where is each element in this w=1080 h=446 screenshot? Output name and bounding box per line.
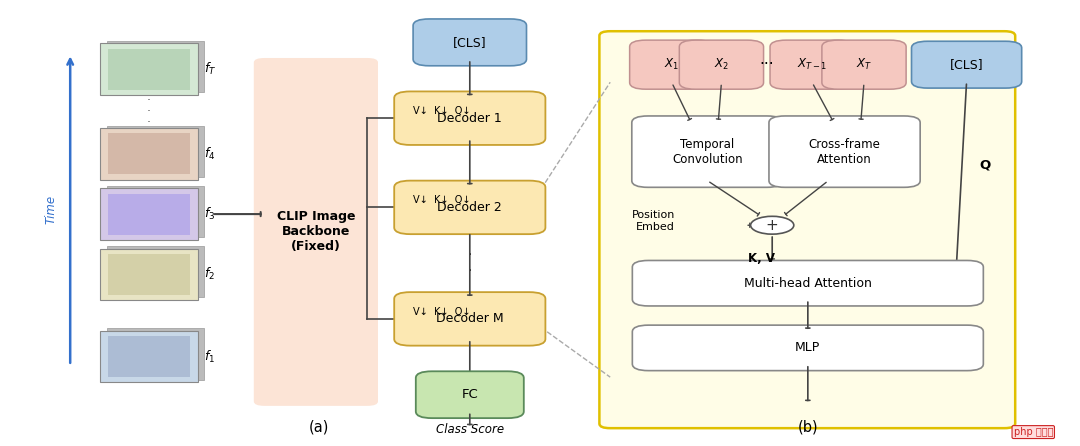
- FancyBboxPatch shape: [414, 19, 527, 66]
- FancyBboxPatch shape: [633, 325, 983, 371]
- Text: V↓  K↓  Q↓: V↓ K↓ Q↓: [413, 307, 470, 317]
- FancyBboxPatch shape: [100, 44, 198, 95]
- Text: $f_T$: $f_T$: [204, 61, 216, 77]
- Text: Multi-head Attention: Multi-head Attention: [744, 277, 872, 290]
- FancyBboxPatch shape: [107, 246, 204, 297]
- Text: $f_3$: $f_3$: [204, 206, 215, 222]
- FancyBboxPatch shape: [108, 254, 190, 295]
- Text: +: +: [766, 218, 779, 233]
- FancyBboxPatch shape: [633, 260, 983, 306]
- Circle shape: [751, 216, 794, 234]
- Text: [CLS]: [CLS]: [949, 58, 984, 71]
- Text: CLIP Image
Backbone
(Fixed): CLIP Image Backbone (Fixed): [276, 211, 355, 253]
- FancyBboxPatch shape: [108, 49, 190, 90]
- Text: $X_1$: $X_1$: [664, 57, 679, 72]
- Text: Class Score: Class Score: [435, 423, 504, 436]
- Text: $f_4$: $f_4$: [204, 146, 216, 162]
- FancyBboxPatch shape: [679, 40, 764, 89]
- Text: $X_T$: $X_T$: [856, 57, 872, 72]
- FancyBboxPatch shape: [108, 133, 190, 174]
- FancyBboxPatch shape: [107, 126, 204, 177]
- Text: $f_2$: $f_2$: [204, 266, 215, 282]
- Text: $f_1$: $f_1$: [204, 349, 215, 365]
- FancyBboxPatch shape: [599, 31, 1015, 428]
- Text: $X_2$: $X_2$: [714, 57, 729, 72]
- Text: Temporal
Convolution: Temporal Convolution: [672, 138, 743, 165]
- Text: ·
·: · ·: [468, 248, 472, 278]
- FancyBboxPatch shape: [394, 292, 545, 346]
- FancyBboxPatch shape: [770, 40, 854, 89]
- FancyBboxPatch shape: [254, 58, 378, 406]
- FancyBboxPatch shape: [100, 188, 198, 240]
- Text: V↓  K↓  Q↓: V↓ K↓ Q↓: [413, 195, 470, 205]
- Text: (b): (b): [797, 420, 819, 435]
- FancyBboxPatch shape: [416, 371, 524, 418]
- FancyBboxPatch shape: [822, 40, 906, 89]
- FancyBboxPatch shape: [107, 328, 204, 380]
- Text: Position
Embed: Position Embed: [632, 210, 675, 231]
- Text: [CLS]: [CLS]: [453, 36, 487, 49]
- FancyBboxPatch shape: [912, 41, 1022, 88]
- Text: ···: ···: [759, 57, 774, 72]
- Text: Time: Time: [44, 195, 57, 224]
- Text: FC: FC: [461, 388, 478, 401]
- FancyBboxPatch shape: [107, 41, 204, 92]
- FancyBboxPatch shape: [632, 116, 783, 187]
- Text: Decoder 2: Decoder 2: [437, 201, 502, 214]
- Text: Cross-frame
Attention: Cross-frame Attention: [809, 138, 880, 165]
- FancyBboxPatch shape: [630, 40, 714, 89]
- FancyBboxPatch shape: [769, 116, 920, 187]
- Text: Q: Q: [980, 158, 990, 172]
- Text: php 中文网: php 中文网: [1013, 427, 1053, 437]
- Text: K, V: K, V: [747, 252, 775, 265]
- FancyBboxPatch shape: [107, 186, 204, 237]
- FancyBboxPatch shape: [100, 249, 198, 300]
- Text: V↓  K↓  Q↓: V↓ K↓ Q↓: [413, 106, 470, 116]
- Text: ·
·
·: · · ·: [147, 94, 151, 129]
- FancyBboxPatch shape: [100, 128, 198, 179]
- FancyBboxPatch shape: [108, 336, 190, 377]
- Text: MLP: MLP: [795, 341, 821, 355]
- Text: (a): (a): [309, 420, 328, 435]
- FancyBboxPatch shape: [100, 331, 198, 382]
- FancyBboxPatch shape: [108, 194, 190, 235]
- Text: Decoder 1: Decoder 1: [437, 112, 502, 125]
- Text: $X_{T-1}$: $X_{T-1}$: [797, 57, 827, 72]
- Text: Decoder M: Decoder M: [436, 312, 503, 326]
- FancyBboxPatch shape: [394, 181, 545, 234]
- FancyBboxPatch shape: [394, 91, 545, 145]
